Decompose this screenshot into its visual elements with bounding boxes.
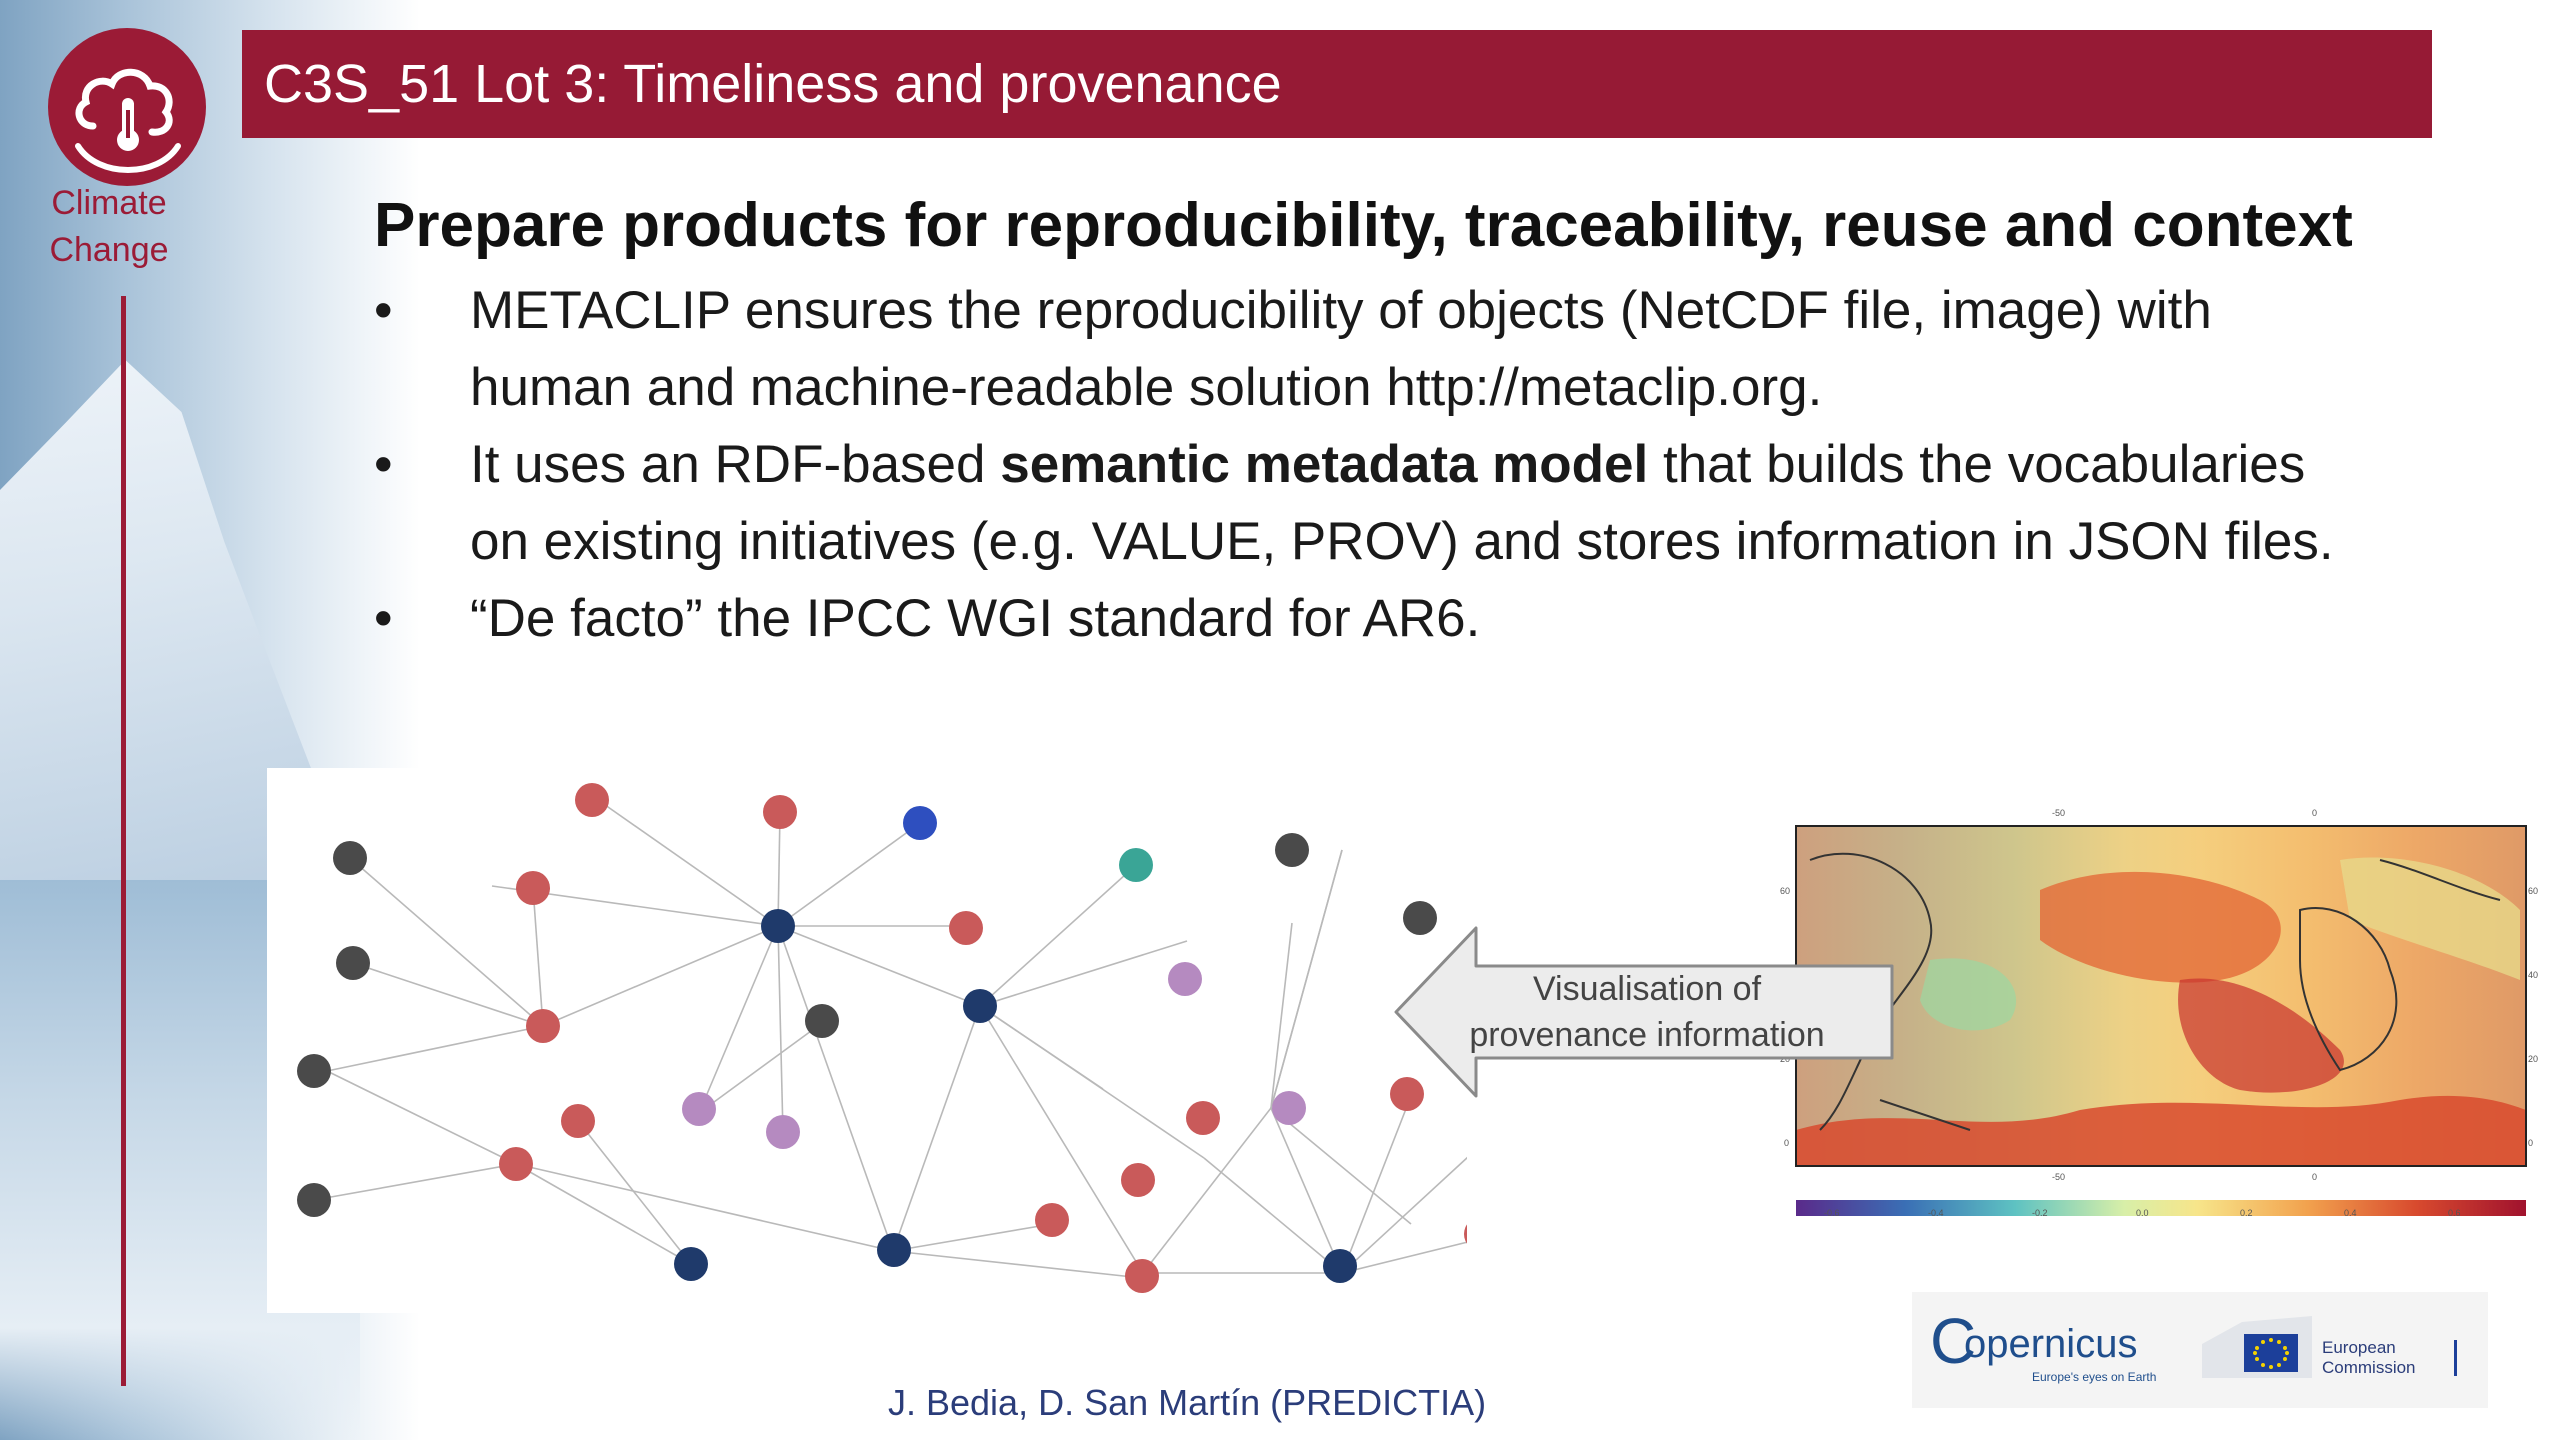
map-tick: 0 — [2528, 1138, 2534, 1148]
logo-label-line1: Climate — [51, 184, 167, 222]
graph-node — [674, 1247, 708, 1281]
copernicus-c: C — [1930, 1305, 1977, 1377]
logo-label-line2: Change — [49, 231, 169, 269]
graph-node — [336, 946, 370, 980]
bullet-line: on existing initiatives (e.g. VALUE, PRO… — [470, 512, 2334, 571]
title-bar: C3S_51 Lot 3: Timeliness and provenance — [242, 30, 2432, 138]
graph-node — [1125, 1259, 1159, 1293]
graph-node — [766, 1115, 800, 1149]
provenance-graph-svg — [297, 783, 1508, 1293]
colorbar-tick: 0.0 — [2136, 1208, 2149, 1218]
graph-node — [297, 1054, 331, 1088]
bullet-list: • METACLIP ensures the reproducibility o… — [374, 272, 2524, 657]
bullet-line: human and machine-readable solution http… — [470, 358, 1823, 417]
climate-map-figure: -50 0 -50 0 60 40 20 0 60 40 20 0 -0.6 -… — [1780, 800, 2540, 1220]
copernicus-tagline: Europe's eyes on Earth — [2032, 1370, 2157, 1384]
ec-line: Commission — [2322, 1358, 2416, 1377]
bullet-dot: • — [374, 589, 393, 648]
graph-node — [1168, 962, 1202, 996]
graph-node — [761, 909, 795, 943]
map-tick: 0 — [1784, 1138, 1790, 1148]
graph-node — [1390, 1077, 1424, 1111]
slide-title: C3S_51 Lot 3: Timeliness and provenance — [264, 54, 1282, 114]
graph-node — [1275, 833, 1309, 867]
graph-edges — [313, 799, 1495, 1279]
graph-node — [1272, 1091, 1306, 1125]
ec-line: European — [2322, 1338, 2396, 1357]
author-credit: J. Bedia, D. San Martín (PREDICTIA) — [888, 1382, 1487, 1423]
bullet-bold-text: semantic metadata model — [1000, 435, 1649, 494]
bullet-line: “De facto” the IPCC WGI standard for AR6… — [470, 589, 1481, 648]
bullet-item: • It uses an RDF-based semantic metadata… — [374, 426, 2524, 580]
map-tick: 0 — [2312, 808, 2318, 818]
graph-node — [949, 911, 983, 945]
ec-text: European Commission — [2322, 1338, 2416, 1378]
graph-node — [561, 1104, 595, 1138]
graph-node — [1186, 1101, 1220, 1135]
graph-node — [682, 1092, 716, 1126]
left-arrow-icon — [1394, 926, 1894, 1098]
map-tick: 60 — [2528, 886, 2539, 896]
cloud-thermometer-icon — [75, 68, 181, 173]
ec-logo: European Commission — [2202, 1308, 2472, 1392]
map-tick: -50 — [2052, 1172, 2066, 1182]
colorbar-tick: -0.6 — [1824, 1208, 1840, 1218]
callout-text: Visualisation of provenance information — [1452, 966, 1842, 1058]
graph-node — [516, 871, 550, 905]
provenance-graph — [267, 768, 1508, 1313]
colorbar-tick: -0.4 — [1928, 1208, 1944, 1218]
graph-node — [903, 806, 937, 840]
bullet-item: • METACLIP ensures the reproducibility o… — [374, 272, 2524, 426]
graph-node — [963, 989, 997, 1023]
bullet-dot: • — [374, 435, 393, 494]
callout-line: provenance information — [1469, 1016, 1825, 1054]
graph-node — [1119, 848, 1153, 882]
map-tick: 40 — [2528, 970, 2539, 980]
bullet-text: It uses an RDF-based — [470, 435, 1001, 494]
slide-subtitle: Prepare products for reproducibility, tr… — [374, 191, 2353, 260]
ec-accent-bar — [2454, 1340, 2457, 1376]
bullet-line: METACLIP ensures the reproducibility of … — [470, 281, 2212, 340]
colorbar-tick: -0.2 — [2032, 1208, 2048, 1218]
bullet-item: • “De facto” the IPCC WGI standard for A… — [374, 580, 2524, 657]
copernicus-wordmark: opernicus — [1964, 1322, 2138, 1366]
bullet-dot: • — [374, 281, 393, 340]
graph-node — [333, 841, 367, 875]
colorbar-tick: 0.6 — [2448, 1208, 2461, 1218]
eu-flag-icon — [2202, 1316, 2312, 1378]
graph-node — [805, 1004, 839, 1038]
map-tick: 0 — [2312, 1172, 2318, 1182]
graph-node — [575, 783, 609, 817]
graph-node — [1121, 1163, 1155, 1197]
callout-line: Visualisation of — [1532, 970, 1762, 1008]
footer-logos: C opernicus Europe's eyes on Earth Europ… — [1912, 1292, 2488, 1408]
colorbar-tick: 0.2 — [2240, 1208, 2253, 1218]
callout-arrow — [1390, 922, 1900, 1107]
logo-label: Climate Change — [24, 180, 194, 274]
map-tick: -50 — [2052, 808, 2066, 818]
bullet-line: It uses an RDF-based semantic metadata m… — [470, 426, 2524, 503]
climate-change-logo — [48, 28, 206, 186]
graph-nodes — [297, 783, 1508, 1293]
graph-node — [499, 1147, 533, 1181]
bullet-text: that builds the vocabularies — [1648, 435, 2306, 494]
map-tick: 20 — [2528, 1054, 2539, 1064]
graph-node — [526, 1009, 560, 1043]
map-tick: 60 — [1780, 886, 1791, 896]
vertical-divider — [121, 296, 126, 1386]
map-colorbar — [1796, 1200, 2526, 1216]
climate-map-svg — [1795, 825, 2527, 1216]
graph-node — [763, 795, 797, 829]
colorbar-tick: 0.4 — [2344, 1208, 2357, 1218]
graph-node — [1323, 1249, 1357, 1283]
copernicus-logo: C opernicus Europe's eyes on Earth — [1930, 1305, 2190, 1392]
graph-node — [297, 1183, 331, 1217]
graph-node — [1035, 1203, 1069, 1237]
graph-node — [1403, 901, 1437, 935]
graph-node — [1464, 1217, 1498, 1251]
graph-node — [877, 1233, 911, 1267]
